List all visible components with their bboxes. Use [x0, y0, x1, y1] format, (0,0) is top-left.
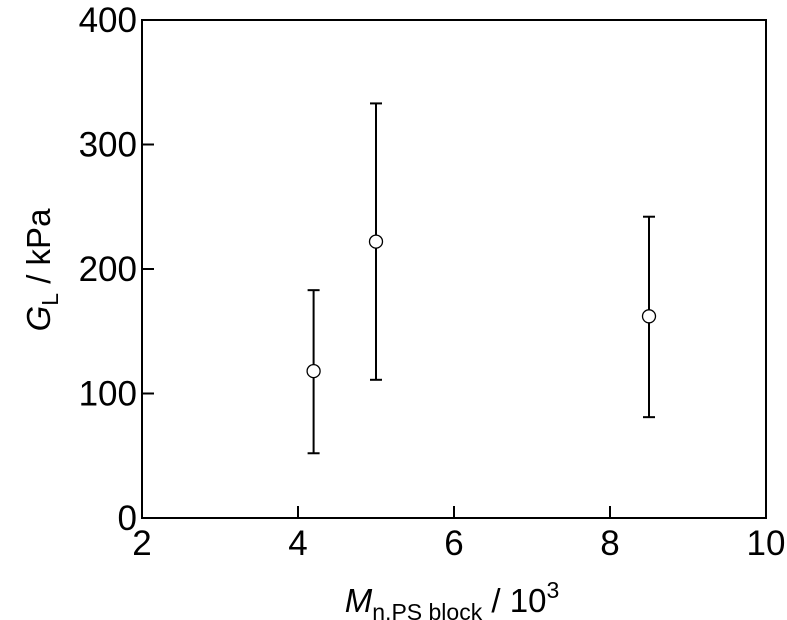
x-tick-label: 8: [600, 524, 619, 563]
y-axis-suffix: / kPa: [20, 208, 57, 293]
ticks: [142, 143, 611, 518]
x-axis-superscript: 3: [546, 577, 559, 603]
plot-frame: [141, 19, 767, 519]
y-tick-label: 400: [79, 1, 137, 40]
x-axis-subscript: n,PS block: [372, 599, 482, 620]
x-tick-label: 4: [288, 524, 307, 563]
x-axis-suffix: / 10: [482, 582, 546, 619]
data-point: [641, 309, 657, 324]
x-tick-label: 10: [747, 524, 786, 563]
y-tick-label: 0: [118, 499, 137, 538]
x-axis-title: Mn,PS block / 103: [345, 577, 559, 620]
y-tick-label: 100: [79, 375, 137, 414]
data-point: [306, 363, 321, 379]
y-axis-symbol: G: [20, 306, 57, 332]
y-tick-label: 200: [79, 250, 137, 289]
y-tick-label: 300: [79, 126, 137, 165]
y-axis-title: GL / kPa: [20, 208, 63, 331]
error-bars: [307, 102, 655, 455]
y-axis-title-group: GL / kPa: [20, 208, 63, 331]
y-axis-subscript: L: [37, 293, 63, 306]
x-tick-label: 2: [132, 524, 151, 563]
data-points: [306, 234, 657, 379]
x-axis-symbol: M: [345, 582, 373, 619]
x-tick-label: 6: [444, 524, 463, 563]
data-point: [368, 234, 384, 249]
